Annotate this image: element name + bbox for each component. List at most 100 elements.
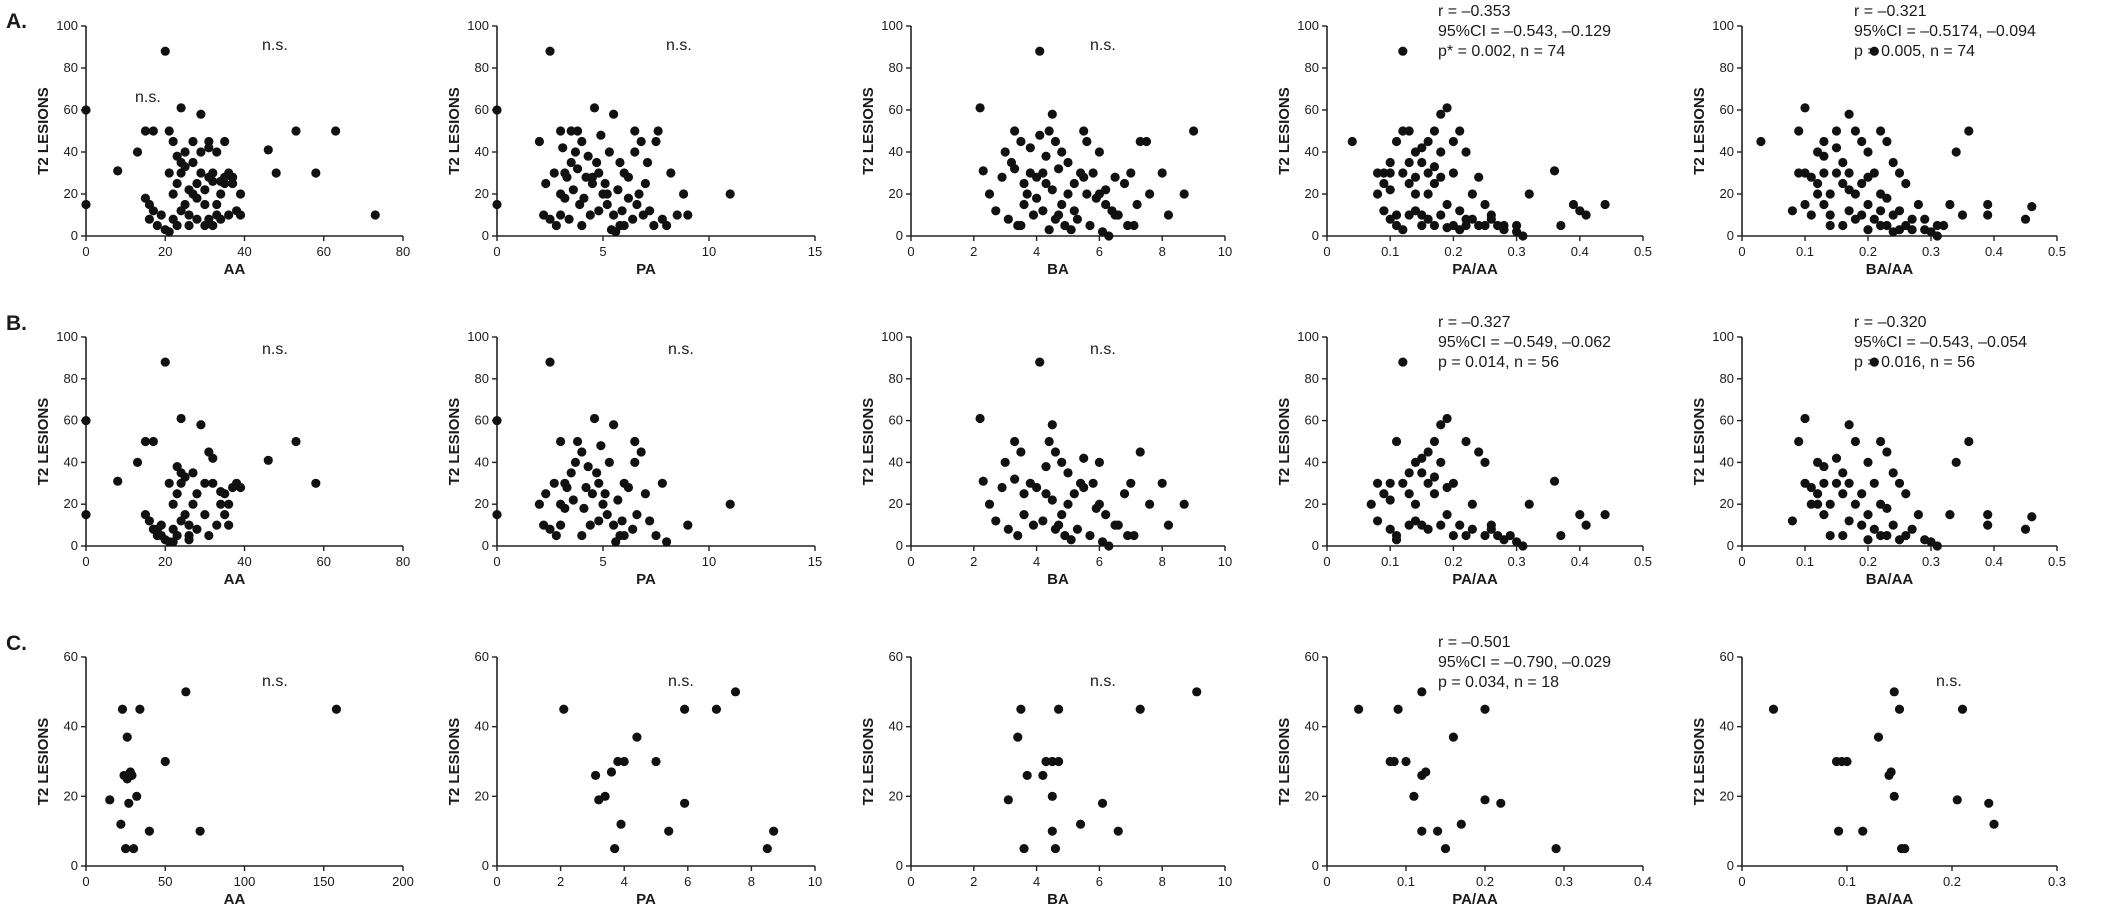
data-point xyxy=(984,189,995,199)
y-tick-label: 20 xyxy=(1720,496,1734,511)
y-tick-label: 20 xyxy=(889,186,903,201)
data-point xyxy=(1581,210,1591,220)
data-point xyxy=(1391,436,1402,447)
x-axis-label: AA xyxy=(224,261,246,278)
data-point xyxy=(1869,524,1879,534)
data-point xyxy=(1417,468,1427,478)
row-label: B. xyxy=(6,312,27,335)
data-point xyxy=(1423,189,1433,199)
y-tick-label: 40 xyxy=(1720,144,1734,159)
data-point xyxy=(1398,225,1408,235)
y-tick-label: 60 xyxy=(1720,102,1734,117)
data-point xyxy=(991,516,1001,526)
y-tick-label: 0 xyxy=(1727,858,1734,873)
x-tick-label: 10 xyxy=(702,554,716,569)
data-point xyxy=(615,157,625,168)
x-tick-label: 0.1 xyxy=(1796,244,1814,259)
x-tick-label: 0 xyxy=(907,244,914,259)
y-tick-label: 0 xyxy=(896,538,903,553)
data-point xyxy=(2020,524,2031,534)
data-point xyxy=(220,136,230,147)
data-point xyxy=(188,499,198,509)
data-point xyxy=(1379,168,1389,178)
data-point xyxy=(1838,178,1848,189)
x-tick-label: 8 xyxy=(1159,874,1166,889)
ns-annotation: n.s. xyxy=(1090,341,1116,358)
data-point xyxy=(1035,130,1045,140)
y-tick-label: 20 xyxy=(475,186,489,201)
data-point xyxy=(1079,172,1089,182)
y-tick-label: 0 xyxy=(482,858,489,873)
data-point xyxy=(192,214,202,224)
data-point xyxy=(1436,109,1446,119)
data-point xyxy=(1091,193,1101,203)
data-point xyxy=(81,510,91,520)
data-point xyxy=(116,819,126,829)
data-point xyxy=(1032,482,1042,493)
data-point xyxy=(1113,210,1123,220)
data-point xyxy=(196,420,206,430)
data-point xyxy=(1013,732,1023,742)
data-point xyxy=(1894,478,1905,488)
x-tick-label: 0.2 xyxy=(1859,554,1877,569)
ns-annotation: n.s. xyxy=(262,341,288,358)
data-point xyxy=(1123,530,1133,541)
stats-annotation: p* = 0.002, n = 74 xyxy=(1438,43,1565,60)
data-point xyxy=(1983,510,1993,520)
y-tick-label: 100 xyxy=(881,329,903,344)
data-point xyxy=(1035,46,1045,56)
data-point xyxy=(1844,168,1854,178)
x-tick-label: 0 xyxy=(907,874,914,889)
x-tick-label: 8 xyxy=(748,874,755,889)
data-point xyxy=(492,510,502,520)
data-point xyxy=(562,172,572,182)
data-point xyxy=(666,168,676,178)
data-point xyxy=(1863,535,1873,545)
data-point xyxy=(1461,220,1471,231)
y-axis-label: T2 LESIONS xyxy=(1276,398,1293,486)
y-axis-label: T2 LESIONS xyxy=(860,718,877,806)
panel-a-ba-aa: 0 20 40 60 80 100 0 0.1 0.2 0.3 0.4 0.5 BA/AA T2 LESI… xyxy=(1691,3,2066,278)
stats-annotation: p = 0.016, n = 56 xyxy=(1854,354,1975,371)
data-point xyxy=(1421,767,1431,777)
data-point xyxy=(1888,227,1898,237)
data-point xyxy=(168,189,178,199)
data-point xyxy=(1831,143,1842,153)
data-point xyxy=(200,478,210,488)
data-point xyxy=(140,436,151,447)
data-point xyxy=(600,178,610,189)
data-point xyxy=(545,46,555,56)
data-point xyxy=(1104,541,1114,551)
data-point xyxy=(1442,413,1452,424)
data-point xyxy=(148,206,158,216)
data-point xyxy=(1876,530,1886,541)
data-point xyxy=(583,461,593,472)
data-point xyxy=(1391,136,1402,147)
data-point xyxy=(683,210,693,220)
data-point xyxy=(1069,489,1079,499)
data-point xyxy=(1901,530,1911,541)
y-tick-label: 60 xyxy=(1305,413,1319,428)
data-point xyxy=(587,172,598,182)
stats-annotation: p = 0.014, n = 56 xyxy=(1438,354,1559,371)
x-tick-label: 0.4 xyxy=(1985,554,2003,569)
data-point xyxy=(1952,795,1962,805)
y-tick-label: 20 xyxy=(1305,496,1319,511)
data-point xyxy=(1800,413,1810,424)
x-axis-label: BA xyxy=(1047,261,1069,278)
data-point xyxy=(195,826,205,836)
data-point xyxy=(730,687,741,697)
y-tick-label: 80 xyxy=(1305,371,1319,386)
y-tick-label: 20 xyxy=(475,496,489,511)
data-point xyxy=(570,457,581,467)
x-tick-label: 0.3 xyxy=(1922,554,1940,569)
data-point xyxy=(1486,214,1496,224)
data-point xyxy=(1119,178,1130,189)
data-point xyxy=(164,168,174,178)
data-point xyxy=(628,524,638,534)
data-point xyxy=(81,105,91,115)
data-point xyxy=(1398,357,1408,367)
data-point xyxy=(224,499,234,509)
data-point xyxy=(119,770,129,781)
y-tick-label: 20 xyxy=(1720,788,1734,803)
